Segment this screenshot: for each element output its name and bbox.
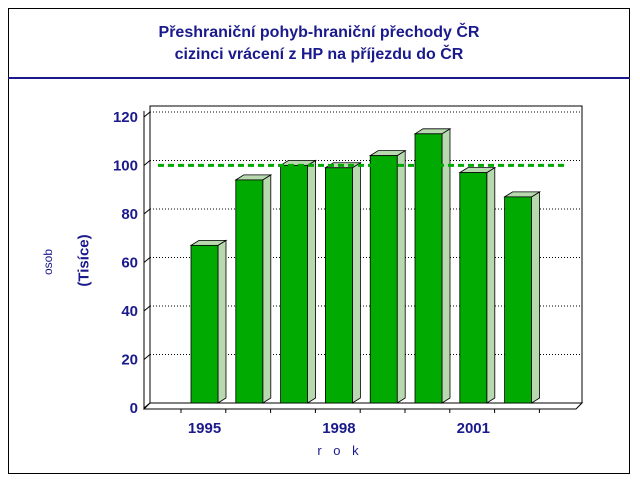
y-tick xyxy=(143,305,151,312)
bar xyxy=(190,244,219,404)
plot-back-wall xyxy=(149,105,583,403)
x-tick-label: 1995 xyxy=(188,420,221,437)
x-tick-label: 1998 xyxy=(322,420,355,437)
bar xyxy=(235,179,264,404)
bar-side xyxy=(531,191,540,404)
chart-title-line-1: Přeshraniční pohyb-hraniční přechody ČR xyxy=(158,24,480,41)
y-tick-label: 40 xyxy=(121,303,138,320)
y-tick-label: 120 xyxy=(113,109,138,126)
plot-floor xyxy=(142,402,584,410)
bar-side xyxy=(262,174,272,404)
bar xyxy=(414,133,443,404)
bar-side xyxy=(486,166,496,404)
x-tick-label: 2001 xyxy=(457,420,490,437)
bar-side xyxy=(441,128,451,404)
bar xyxy=(504,196,533,404)
y-tick xyxy=(143,354,151,360)
y-tick-label: 100 xyxy=(113,158,138,175)
bar xyxy=(324,167,353,404)
y-tick-label: 20 xyxy=(121,352,138,369)
y-tick xyxy=(143,160,151,166)
bar-side xyxy=(307,159,317,404)
bar xyxy=(369,155,398,404)
title-divider xyxy=(8,77,630,79)
y-tick-label: 0 xyxy=(130,400,138,417)
chart-title: Přeshraniční pohyb-hraniční přechody ČR … xyxy=(8,8,630,78)
y-tick xyxy=(143,111,151,118)
bar-side xyxy=(217,239,227,404)
bar-side xyxy=(396,149,406,404)
y-tick-label: 60 xyxy=(121,255,138,272)
y-tick-label: 80 xyxy=(121,206,138,223)
bar-side xyxy=(351,162,361,404)
x-axis-label: r o k xyxy=(317,443,363,458)
y-tick xyxy=(143,257,151,263)
bar xyxy=(459,172,488,404)
bar xyxy=(280,164,309,404)
y-tick xyxy=(143,208,151,215)
y-tick xyxy=(143,402,151,409)
chart-title-line-2: cizinci vrácení z HP na příjezdu do ČR xyxy=(174,46,464,63)
